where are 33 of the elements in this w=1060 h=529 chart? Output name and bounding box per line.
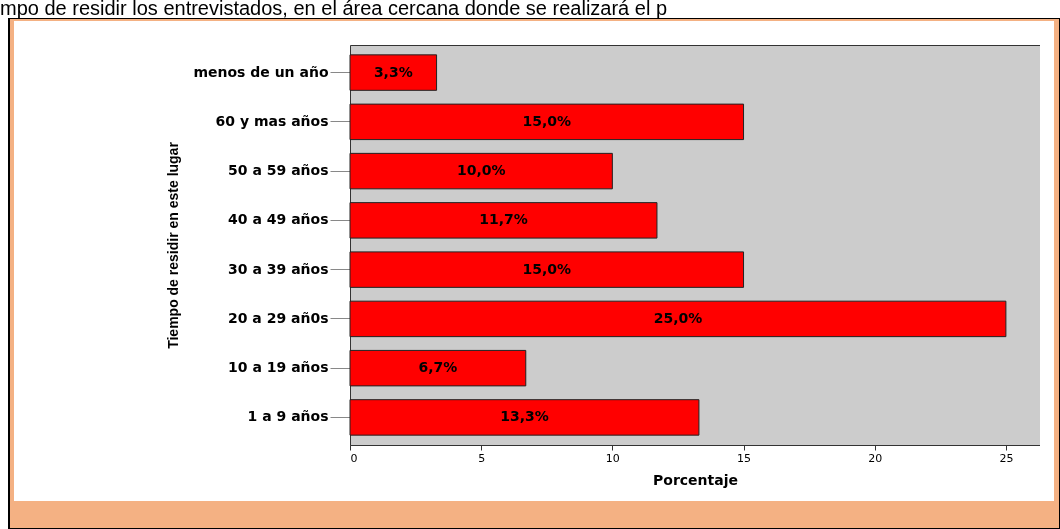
y-axis-title: Tiempo de residir en este lugar [165,141,182,349]
x-tick-label: 0 [350,451,358,465]
y-tick-label: 60 y mas años [215,112,329,129]
x-tick-label: 20 [868,451,883,465]
bar [349,103,745,141]
data-label: 15,0% [522,260,572,277]
x-axis-title: Porcentaje [653,471,738,488]
bar [349,251,745,288]
y-tick-label: 50 a 59 años [228,162,329,179]
y-tick-label: 40 a 49 años [228,211,329,228]
chart-title: mpo de residir los entrevistados, en el área cercana donde se realizará el p [0,0,669,19]
y-tick-label: 1 a 9 años [247,408,329,425]
data-label: 10,0% [456,162,506,179]
bar [349,349,527,387]
bar [349,152,613,190]
x-tick-label: 25 [999,451,1014,465]
data-label: 3,3% [373,63,413,80]
data-label: 25,0% [653,309,703,326]
bar [349,202,658,239]
data-label: 13,3% [500,408,549,425]
data-label: 6,7% [418,359,458,376]
x-tick-label: 5 [478,451,486,465]
y-tick-label: 30 a 39 años [228,260,329,277]
y-tick-label: 10 a 19 años [228,359,329,376]
bar [349,300,1007,338]
data-label: 11,7% [479,211,528,228]
y-tick-label: menos de un año [193,63,329,80]
bar [349,399,700,436]
x-tick-label: 15 [737,451,752,465]
y-tick-label: 20 a 29 añ0s [227,309,329,326]
data-label: 15,0% [522,112,572,129]
x-tick-label: 10 [605,451,620,465]
bar [349,54,438,91]
